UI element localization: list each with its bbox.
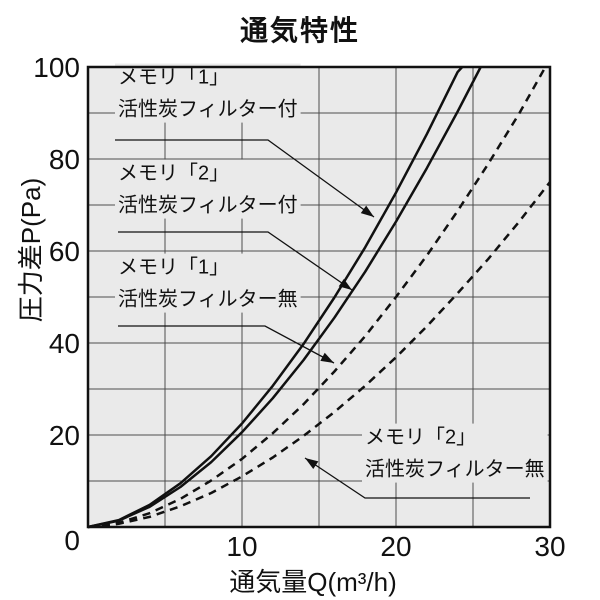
annotation-arrowhead-icon bbox=[360, 205, 374, 217]
annotation-line2: 活性炭フィルター無 bbox=[365, 458, 545, 481]
x-axis-label: 通気量Q(m³/h) bbox=[229, 567, 397, 597]
annotation-line1: メモリ「2」 bbox=[365, 426, 476, 449]
annotation-text-layer: メモリ「1」活性炭フィルター付メモリ「2」活性炭フィルター付メモリ「1」活性炭フ… bbox=[115, 63, 548, 483]
annotation-arrowhead-icon bbox=[305, 458, 319, 470]
annotation-text-backdrop bbox=[115, 63, 301, 123]
annotation-m1-no-filter: メモリ「1」活性炭フィルター無 bbox=[115, 253, 301, 313]
annotation-line1: メモリ「2」 bbox=[118, 162, 229, 185]
annotation-leader-line bbox=[118, 325, 335, 364]
annotation-text-backdrop bbox=[362, 423, 548, 483]
y-tick-label: 60 bbox=[49, 236, 80, 267]
curve-m2-with-filter bbox=[87, 66, 482, 529]
y-tick-label: 20 bbox=[49, 420, 80, 451]
x-tick-label: 20 bbox=[380, 531, 411, 562]
plot-border bbox=[86, 65, 552, 529]
annotation-m1-with-filter: メモリ「1」活性炭フィルター付 bbox=[115, 63, 301, 123]
plot-border-layer bbox=[86, 65, 552, 529]
y-axis-label: 圧力差P(Pa) bbox=[16, 178, 46, 322]
annotation-line1: メモリ「1」 bbox=[118, 256, 229, 279]
annotation-line1: メモリ「1」 bbox=[118, 66, 229, 89]
annotation-leader-line bbox=[118, 231, 353, 291]
annotation-m2-no-filter: メモリ「2」活性炭フィルター無 bbox=[362, 423, 548, 483]
curve-m1-with-filter bbox=[87, 66, 464, 529]
x-tick-label: 30 bbox=[534, 531, 565, 562]
annotation-text-backdrop bbox=[115, 159, 301, 219]
annotation-leader-line bbox=[115, 139, 375, 218]
curve-m2-no-filter bbox=[87, 181, 551, 529]
origin-tick-label: 0 bbox=[64, 525, 80, 556]
x-tick-label: 10 bbox=[226, 531, 257, 562]
annotation-line2: 活性炭フィルター付 bbox=[118, 194, 298, 217]
y-tick-label: 80 bbox=[49, 144, 80, 175]
annotation-text-backdrop bbox=[115, 253, 301, 313]
annotation-arrowhead-icon bbox=[320, 352, 334, 363]
chart-title: 通気特性 bbox=[240, 15, 360, 46]
annotation-leader-line bbox=[304, 457, 530, 499]
tick-label-layer: 10 20 30 0 20 40 60 80 100 bbox=[33, 52, 565, 562]
y-tick-label: 100 bbox=[33, 52, 80, 83]
y-tick-label: 40 bbox=[49, 328, 80, 359]
annotation-line2: 活性炭フィルター無 bbox=[118, 288, 298, 311]
annotation-leader-layer bbox=[115, 139, 530, 499]
curves-layer bbox=[87, 66, 551, 529]
grid-layer bbox=[88, 67, 550, 527]
annotation-m2-with-filter: メモリ「2」活性炭フィルター付 bbox=[115, 159, 301, 219]
annotation-arrowhead-icon bbox=[338, 278, 352, 290]
annotation-line2: 活性炭フィルター付 bbox=[118, 98, 298, 121]
